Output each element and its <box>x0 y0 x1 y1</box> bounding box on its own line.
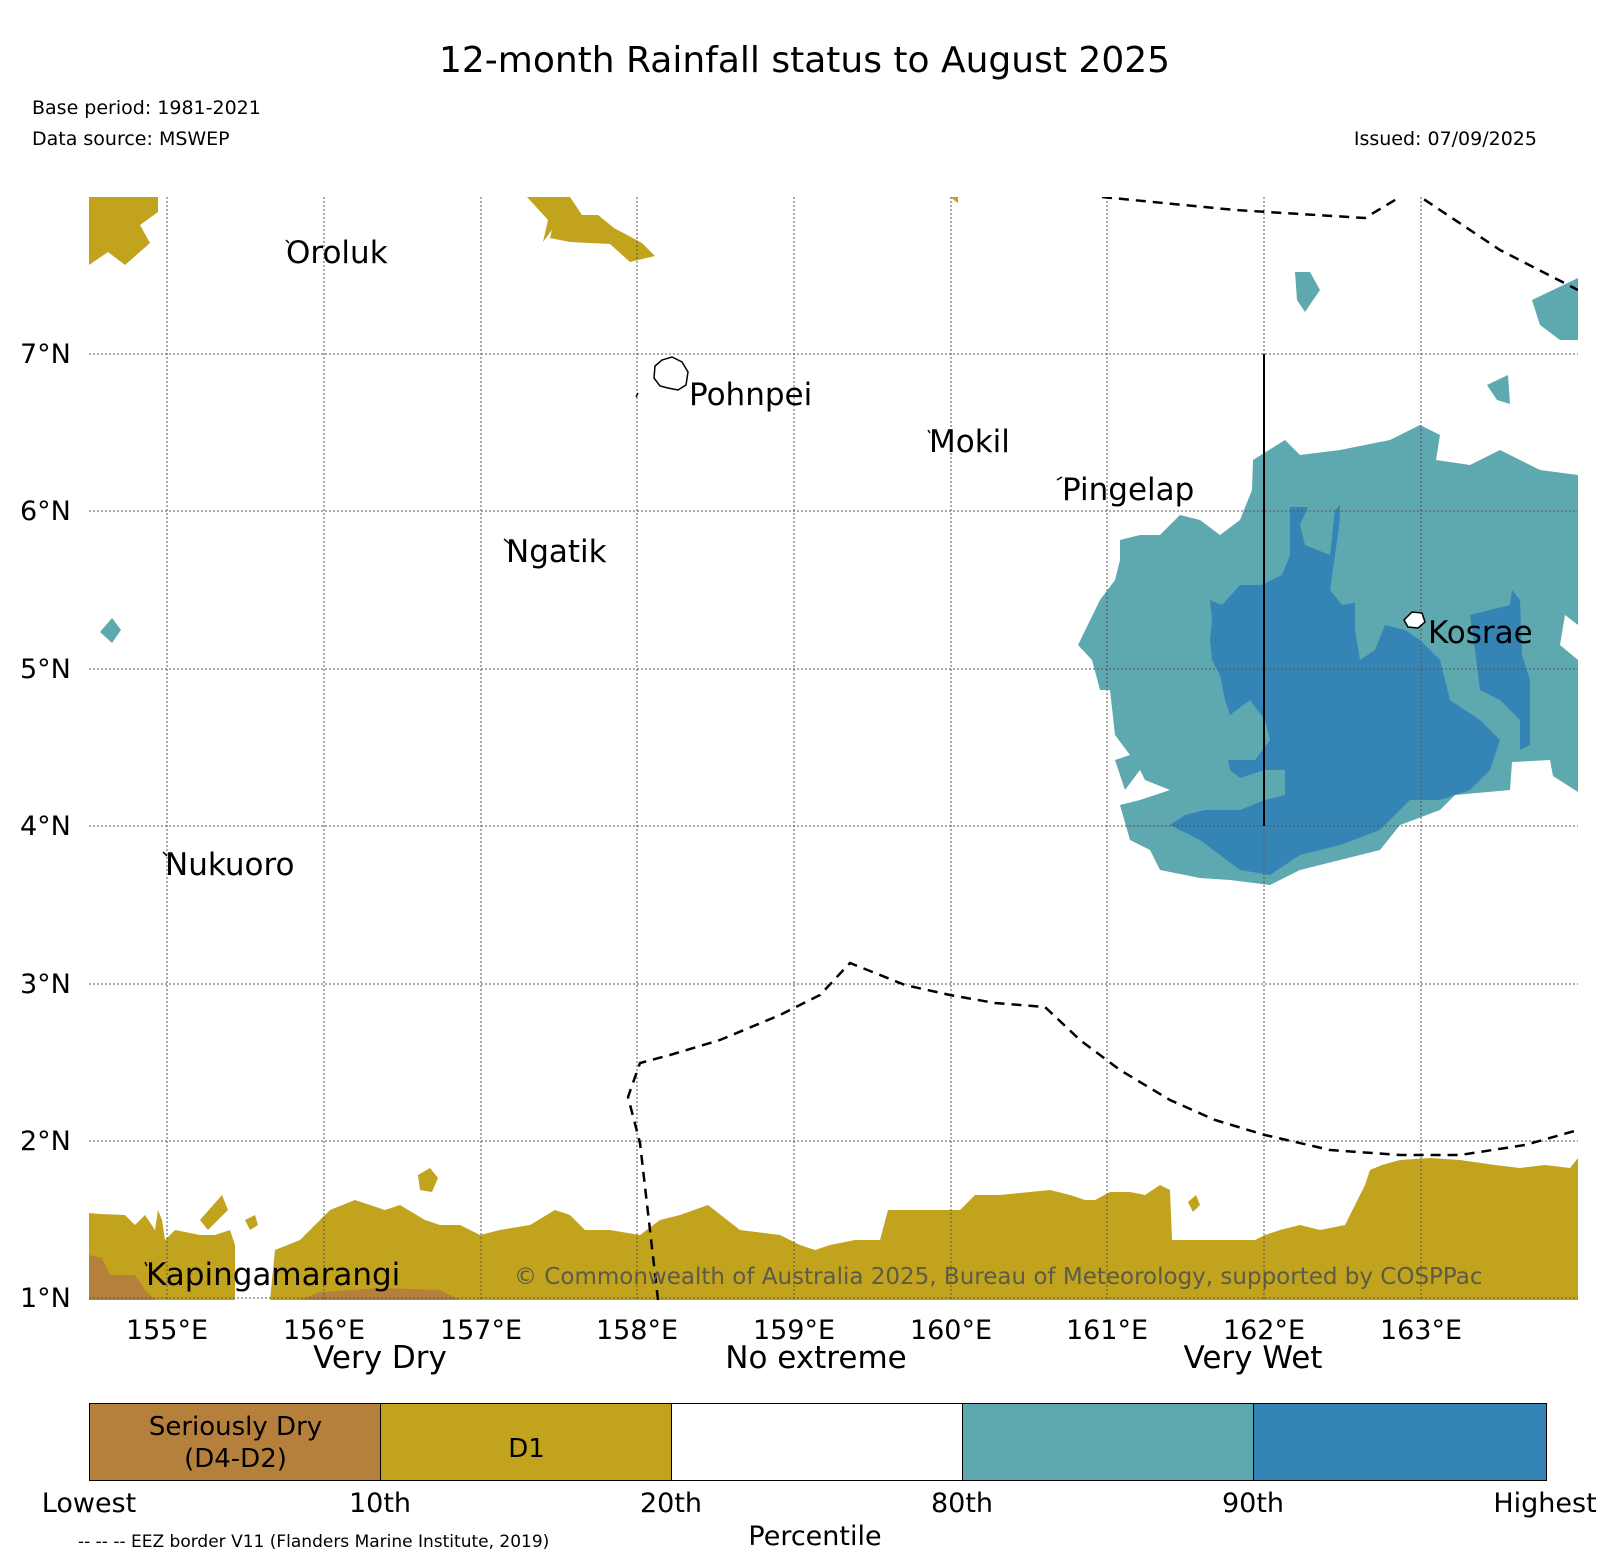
copyright-notice: © Commonwealth of Australia 2025, Bureau… <box>514 1264 1483 1290</box>
lon-label: 158°E <box>595 1315 679 1346</box>
place-kosrae: Kosrae <box>1428 615 1533 651</box>
lon-label: 157°E <box>439 1315 523 1346</box>
place-ngatik: Ngatik <box>506 534 607 570</box>
seriously-dry-area-1 <box>89 1255 155 1300</box>
map-title: 12-month Rainfall status to August 2025 <box>438 40 1171 81</box>
pohnpei-island <box>653 356 689 391</box>
d1-area-northwest <box>89 197 158 265</box>
legend-seriously-dry-label-2: (D4-D2) <box>184 1444 287 1474</box>
very-wet-90th-region <box>1170 505 1530 875</box>
lon-label: 160°E <box>909 1315 993 1346</box>
legend-axis-label: Percentile <box>748 1521 882 1552</box>
legend-category-no-extreme: No extreme <box>725 1340 907 1376</box>
legend-category-very-wet: Very Wet <box>1183 1340 1323 1376</box>
gridlines <box>89 197 1578 1300</box>
lat-label: 7°N <box>20 339 71 370</box>
place-pingelap: Pingelap <box>1062 472 1195 508</box>
lat-label: 4°N <box>20 811 71 842</box>
lon-label: 162°E <box>1222 1315 1306 1346</box>
d1-spot-2 <box>200 1195 228 1230</box>
eez-borders <box>626 197 1578 1300</box>
lat-label: 2°N <box>20 1126 71 1157</box>
data-source: Data source: MSWEP <box>32 128 230 150</box>
lon-label: 161°E <box>1065 1315 1149 1346</box>
lat-label: 3°N <box>20 969 71 1000</box>
percentile-label: 90th <box>1221 1488 1285 1519</box>
lon-label: 159°E <box>752 1315 836 1346</box>
base-period: Base period: 1981-2021 <box>32 97 261 119</box>
wet-region-kosrae-gap <box>1330 520 1368 605</box>
seriously-dry-area-2 <box>300 1288 460 1300</box>
d1-band-south <box>89 1158 1578 1300</box>
atoll-markers <box>144 239 1063 1267</box>
place-kapingamarangi: Kapingamarangi <box>146 1257 401 1293</box>
percentile-label: Lowest <box>41 1488 137 1519</box>
lon-label: 163°E <box>1379 1315 1463 1346</box>
legend-seriously-dry-label-1: Seriously Dry <box>148 1412 323 1442</box>
lon-label: 156°E <box>282 1315 366 1346</box>
rainfall-fills <box>89 197 1578 1300</box>
d1-spot-3 <box>1188 1195 1200 1212</box>
legend-no-extreme <box>671 1403 964 1481</box>
legend-90th <box>1253 1403 1547 1481</box>
lon-label: 155°E <box>125 1315 209 1346</box>
percentile-label: Highest <box>1493 1488 1597 1519</box>
d1-speck-north <box>950 197 958 203</box>
legend-80th <box>962 1403 1255 1481</box>
place-oroluk: Oroluk <box>286 235 388 271</box>
d1-spot-4 <box>245 1215 258 1230</box>
d1-spot-1 <box>418 1168 438 1192</box>
legend-d1: D1 <box>380 1403 673 1481</box>
legend-d1-label: D1 <box>508 1434 545 1464</box>
lat-label: 6°N <box>20 496 71 527</box>
wet-spot-west <box>100 618 121 643</box>
eez-border-note: -- -- -- EEZ border V11 (Flanders Marine… <box>78 1532 550 1552</box>
wet-spot-ne2 <box>1487 375 1510 404</box>
lat-label: 1°N <box>20 1283 71 1314</box>
legend-seriously-dry: Seriously Dry (D4-D2) <box>89 1403 382 1481</box>
legend-category-very-dry: Very Dry <box>313 1340 447 1376</box>
place-pohnpei: Pohnpei <box>689 377 813 413</box>
place-nukuoro: Nukuoro <box>165 847 295 883</box>
percentile-label: 10th <box>348 1488 412 1519</box>
d1-area-north <box>527 197 655 262</box>
wet-spot-ne3 <box>1532 278 1578 340</box>
wet-spot-ne1 <box>1295 272 1320 312</box>
percentile-label: 80th <box>930 1488 994 1519</box>
place-mokil: Mokil <box>929 424 1010 460</box>
kosrae-island <box>1403 611 1426 629</box>
issued-date: Issued: 07/09/2025 <box>1353 128 1537 150</box>
lat-label: 5°N <box>20 654 71 685</box>
percentile-label: 20th <box>639 1488 703 1519</box>
